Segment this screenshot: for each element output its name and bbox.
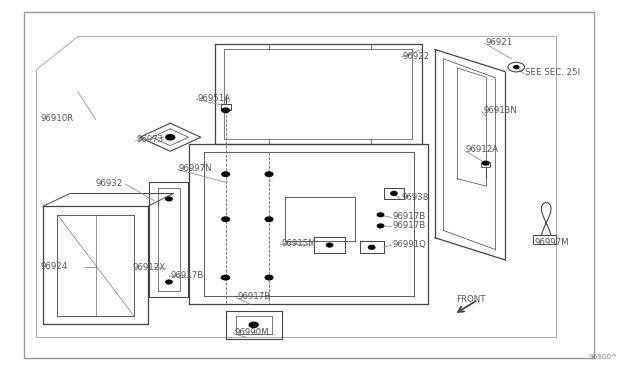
Circle shape — [166, 280, 172, 284]
Circle shape — [222, 275, 230, 280]
Text: 96915M: 96915M — [282, 239, 317, 248]
Text: 96938: 96938 — [401, 193, 429, 202]
Text: 96912A: 96912A — [465, 145, 499, 154]
Circle shape — [326, 243, 333, 247]
Text: 96990M: 96990M — [235, 328, 269, 337]
Text: 96900^: 96900^ — [589, 354, 618, 360]
Circle shape — [222, 217, 230, 221]
Circle shape — [391, 192, 397, 195]
Circle shape — [221, 276, 228, 279]
Circle shape — [378, 213, 384, 217]
Text: 96913N: 96913N — [483, 106, 517, 115]
Circle shape — [249, 322, 258, 327]
Circle shape — [265, 217, 273, 221]
Circle shape — [265, 172, 273, 176]
Text: 96932: 96932 — [96, 179, 123, 187]
Text: 96917B: 96917B — [171, 271, 204, 280]
Circle shape — [222, 108, 230, 112]
Circle shape — [222, 172, 230, 176]
Circle shape — [265, 275, 273, 280]
Text: 96912X: 96912X — [132, 263, 166, 272]
Bar — [533, 235, 556, 244]
Circle shape — [378, 224, 384, 228]
Circle shape — [369, 246, 375, 249]
Text: 96917B: 96917B — [237, 292, 271, 301]
Text: SEE SEC. 25I: SEE SEC. 25I — [525, 68, 580, 77]
Text: 96924: 96924 — [41, 262, 68, 271]
Bar — [481, 162, 490, 167]
Text: 96997N: 96997N — [179, 164, 212, 173]
Text: 96991Q: 96991Q — [393, 240, 426, 249]
Text: FRONT: FRONT — [456, 295, 486, 304]
Text: 96922: 96922 — [403, 52, 430, 61]
Bar — [221, 104, 231, 110]
Text: 96951A: 96951A — [198, 94, 231, 103]
Circle shape — [266, 276, 272, 279]
Text: 96917B: 96917B — [393, 221, 426, 230]
Text: 96917B: 96917B — [393, 212, 426, 221]
Text: 96910R: 96910R — [41, 114, 74, 123]
Circle shape — [514, 65, 519, 68]
Text: 96997M: 96997M — [534, 238, 569, 247]
Bar — [24, 13, 594, 358]
Circle shape — [166, 135, 175, 140]
Text: 96973: 96973 — [136, 135, 164, 144]
Text: 96921: 96921 — [486, 38, 513, 46]
Circle shape — [166, 197, 172, 201]
Circle shape — [483, 161, 489, 165]
